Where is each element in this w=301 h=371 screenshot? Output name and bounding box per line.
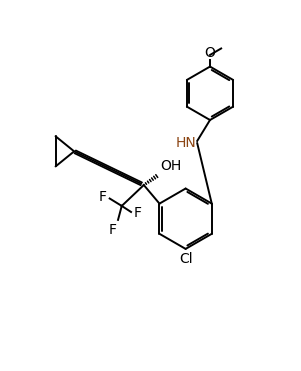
Text: OH: OH	[160, 160, 181, 173]
Text: HN: HN	[175, 136, 196, 150]
Text: O: O	[205, 46, 216, 60]
Text: F: F	[99, 190, 107, 204]
Text: F: F	[134, 206, 142, 220]
Text: F: F	[109, 223, 117, 237]
Text: Cl: Cl	[179, 252, 192, 266]
